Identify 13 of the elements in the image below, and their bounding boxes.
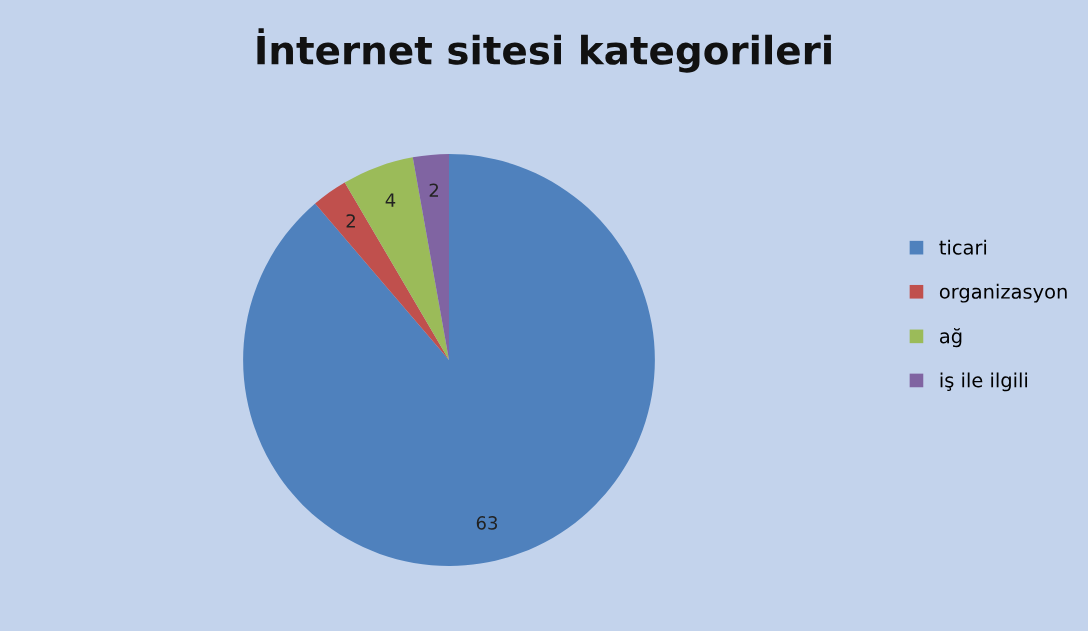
pie-slice	[315, 182, 449, 360]
legend-label: ağ	[939, 327, 962, 348]
legend-label: ticari	[939, 239, 987, 255]
pie-slice	[344, 157, 449, 360]
pie-slice	[412, 154, 449, 360]
pie-slice	[243, 154, 655, 566]
legend-label: organizasyon	[939, 283, 1067, 303]
data-label: 4	[385, 193, 396, 207]
chart-title: İnternet sitesi kategorileri	[257, 28, 831, 73]
data-label: 2	[429, 183, 439, 197]
data-label: 2	[346, 214, 355, 228]
data-label: 63	[476, 516, 498, 530]
legend-label: iş ile ilgili	[940, 372, 1028, 392]
